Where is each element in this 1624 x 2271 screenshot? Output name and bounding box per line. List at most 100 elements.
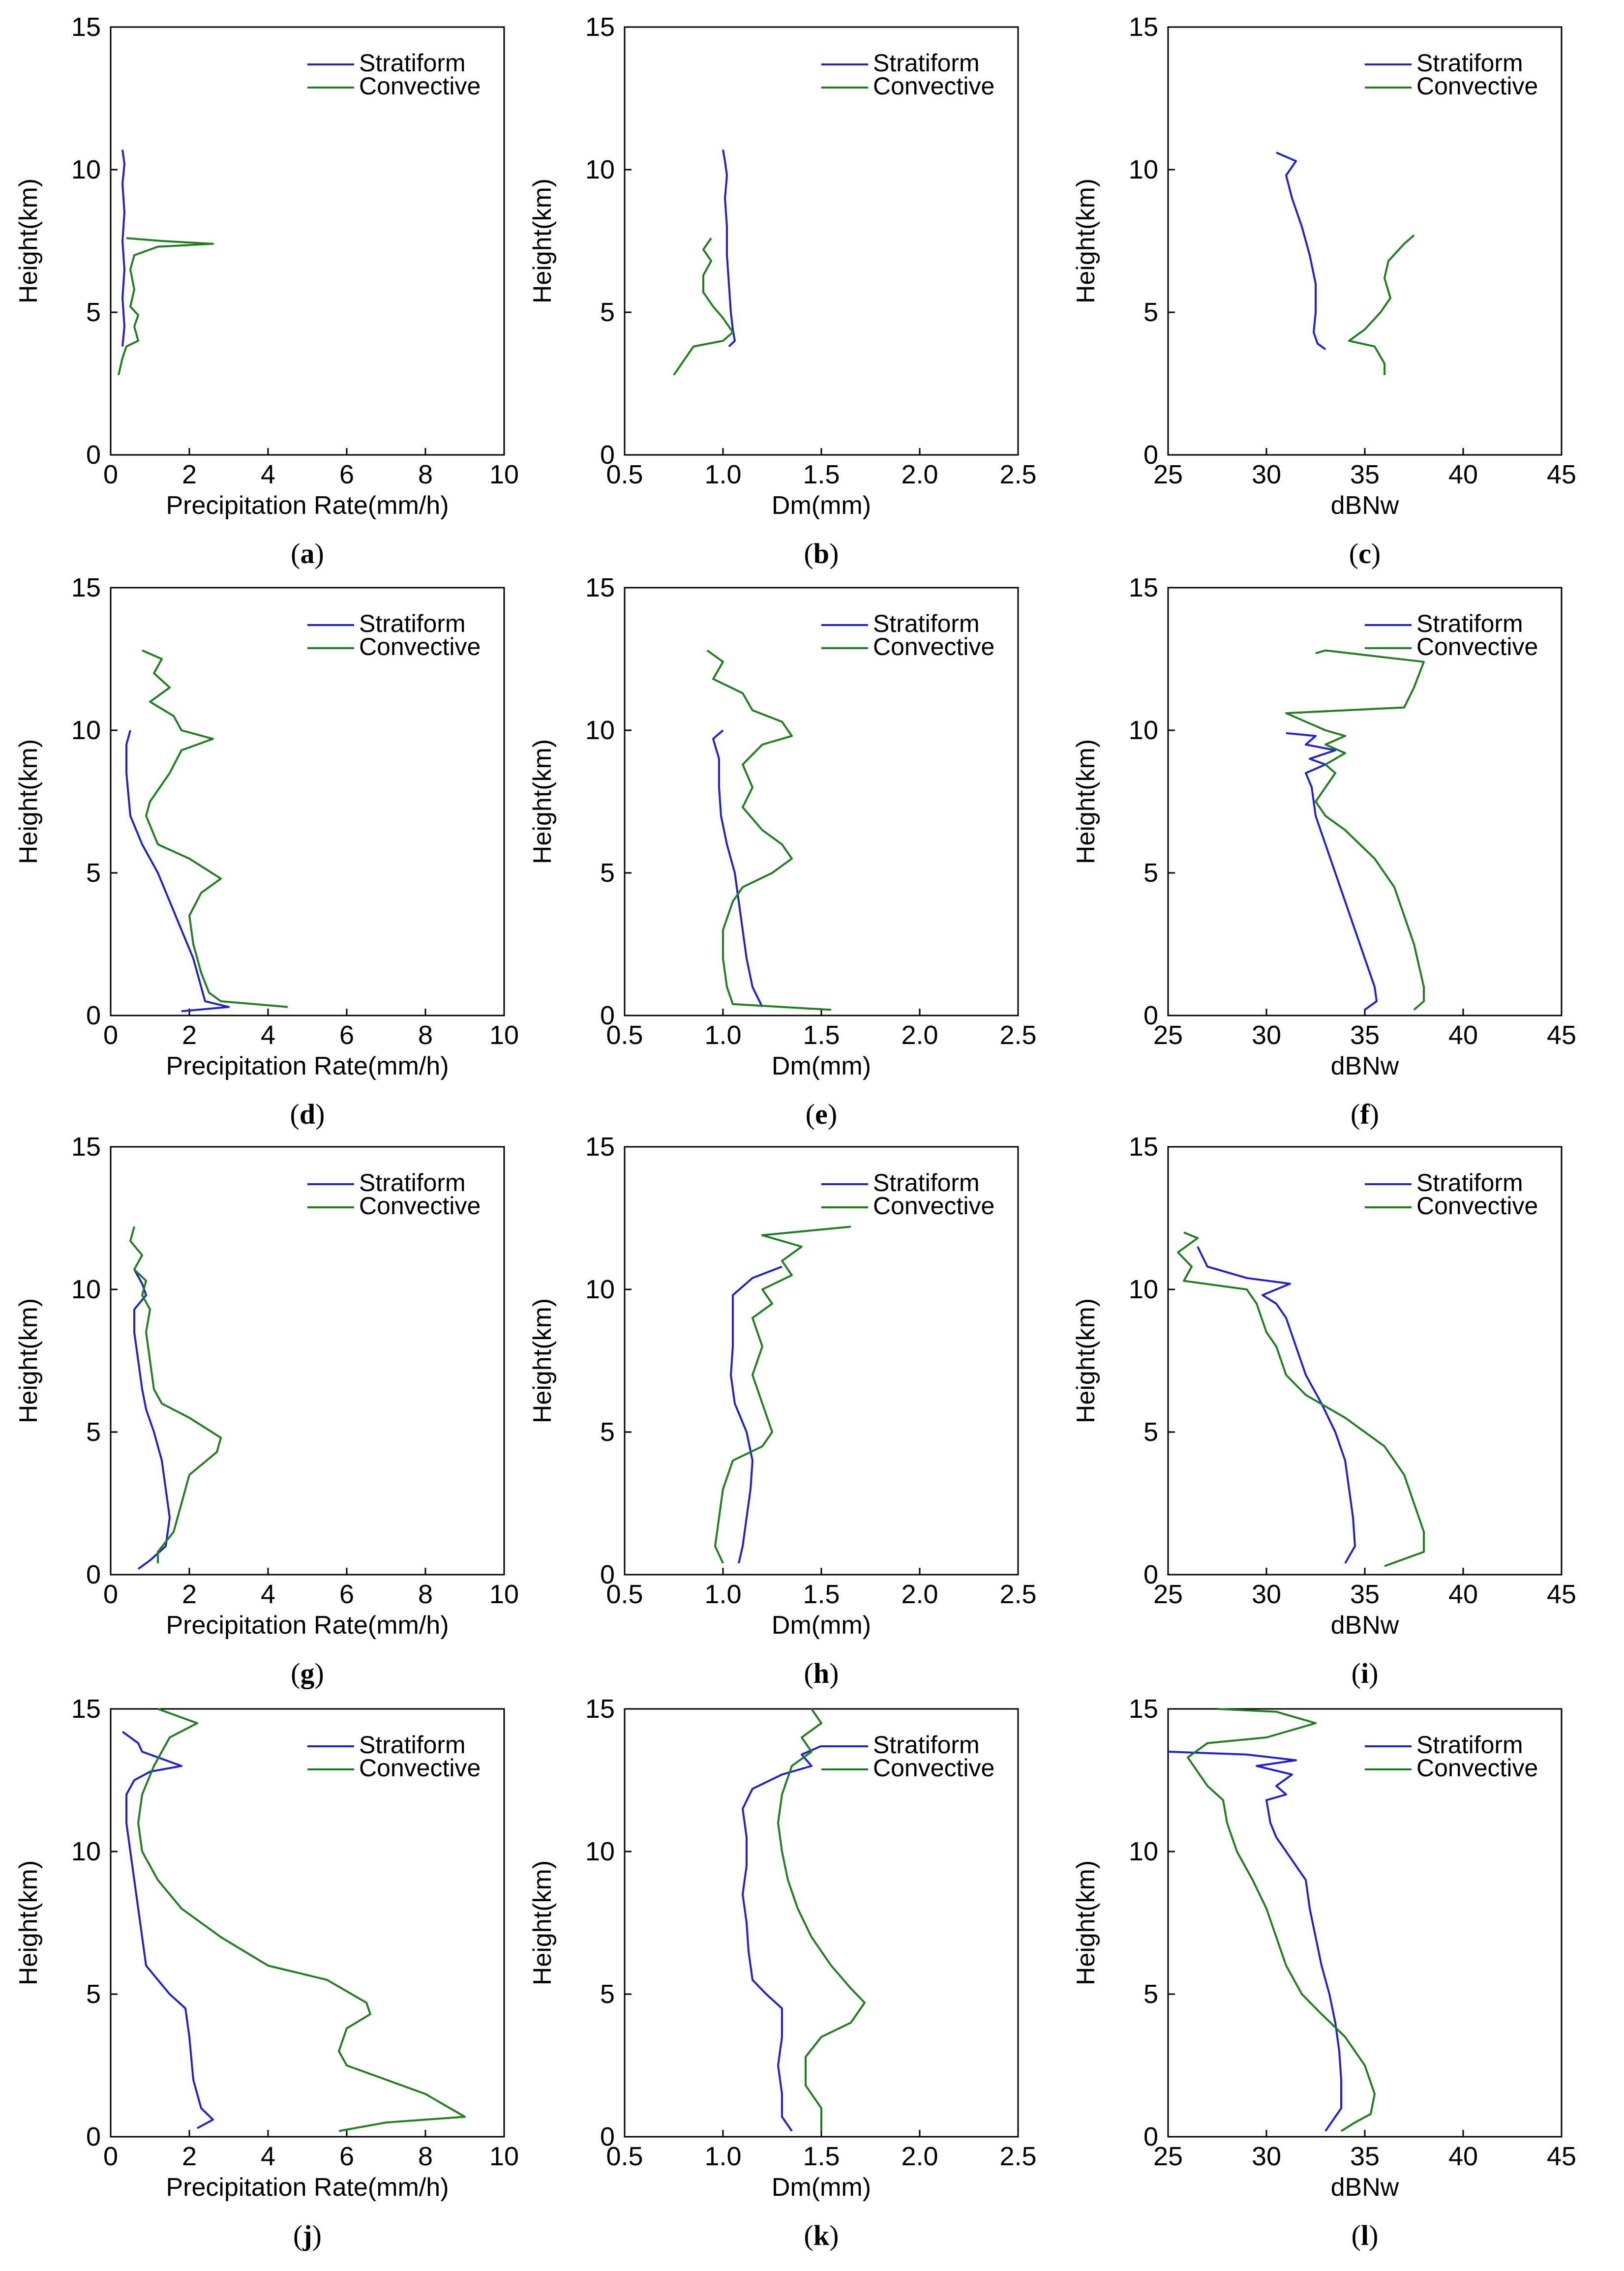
- series-line-convective: [142, 649, 288, 1008]
- plot-frame: [110, 587, 505, 1016]
- panel-caption: (h): [804, 1657, 839, 1689]
- panel-letter: c: [1358, 538, 1371, 569]
- panel-caption: (c): [1349, 538, 1381, 569]
- x-tick-label: 4: [261, 2142, 275, 2171]
- x-tick-label: 25: [1153, 2142, 1183, 2171]
- y-tick-label: 15: [1129, 12, 1158, 42]
- x-tick-label: 8: [418, 1020, 433, 1050]
- x-tick-label: 35: [1350, 1580, 1380, 1609]
- x-tick-label: 8: [418, 2142, 433, 2171]
- panel-letter: e: [815, 1098, 828, 1130]
- panel-caption: (a): [291, 538, 324, 569]
- series-line-convective: [714, 1225, 851, 1564]
- y-axis-label: Height(km): [14, 179, 43, 303]
- panel-f: 25 30 35 40 45 0 5 10 15 dBNw Height(km) Stratiform…: [1072, 573, 1576, 1130]
- legend-label-stratiform: Stratiform: [1416, 610, 1523, 637]
- panel-letter: k: [813, 2219, 830, 2251]
- series-line-convective: [129, 1226, 222, 1563]
- x-tick-label: 1.0: [704, 2142, 741, 2171]
- y-tick-label: 10: [585, 155, 615, 184]
- panel-letter: b: [813, 538, 829, 569]
- y-axis-label: Height(km): [528, 1298, 557, 1423]
- x-tick-label: 30: [1252, 1580, 1281, 1609]
- y-tick-label: 0: [600, 2122, 615, 2151]
- panel-g: 0 2 4 6 8 10 0 5 10 15 Precipitation Rate(mm/h) Hei…: [14, 1132, 519, 1689]
- x-tick-label: 1.5: [803, 2142, 840, 2171]
- x-tick-label: 1.5: [803, 1020, 840, 1050]
- y-tick-label: 15: [71, 573, 101, 602]
- panel-letter: j: [302, 2219, 312, 2251]
- y-tick-label: 15: [71, 1694, 101, 1724]
- panel-caption: (g): [291, 1657, 324, 1689]
- x-tick-label: 0: [103, 1020, 118, 1050]
- x-tick-label: 1.5: [803, 460, 840, 489]
- x-tick-label: 2.0: [901, 1020, 938, 1050]
- series-line-stratiform: [125, 730, 230, 1013]
- x-tick-label: 30: [1252, 460, 1281, 489]
- x-tick-label: 1.0: [704, 460, 741, 489]
- x-axis-label: dBNw: [1331, 491, 1399, 520]
- panel-letter: f: [1360, 1098, 1370, 1130]
- y-tick-label: 5: [86, 1417, 101, 1447]
- panel-c: 25 30 35 40 45 0 5 10 15 dBNw Height(km) Stratiform…: [1072, 12, 1576, 569]
- y-tick-label: 5: [1143, 298, 1158, 327]
- panel-b: 0.5 1.0 1.5 2.0 2.5 0 5 10 15 Dm(mm) Height(km) Str…: [528, 12, 1037, 569]
- panel-l: 25 30 35 40 45 0 5 10 15 dBNw Height(km) Stratiform…: [1072, 1694, 1576, 2251]
- legend-label-stratiform: Stratiform: [873, 610, 980, 637]
- x-tick-label: 2.5: [999, 1020, 1036, 1050]
- x-tick-label: 4: [261, 1020, 275, 1050]
- y-tick-label: 10: [1129, 155, 1158, 184]
- x-tick-label: 0: [103, 460, 118, 489]
- y-tick-label: 5: [600, 1417, 615, 1447]
- panel-i: 25 30 35 40 45 0 5 10 15 dBNw Height(km) Stratiform…: [1072, 1132, 1576, 1689]
- y-axis-label: Height(km): [1072, 1860, 1100, 1985]
- x-tick-label: 1.0: [704, 1020, 741, 1050]
- plot-frame: [110, 26, 505, 456]
- y-tick-label: 0: [600, 1001, 615, 1030]
- x-axis-label: Precipitation Rate(mm/h): [166, 1052, 449, 1080]
- y-tick-label: 15: [585, 12, 615, 42]
- panel-caption: (l): [1352, 2219, 1379, 2251]
- x-tick-label: 1.0: [704, 1580, 741, 1609]
- x-tick-label: 0: [103, 2142, 118, 2171]
- x-tick-label: 0.5: [606, 1580, 643, 1609]
- y-tick-label: 10: [71, 1275, 101, 1304]
- x-tick-label: 10: [489, 1020, 519, 1050]
- y-tick-label: 0: [86, 2122, 101, 2151]
- x-tick-label: 2.5: [999, 460, 1036, 489]
- x-tick-label: 8: [418, 460, 433, 489]
- panel-letter: h: [813, 1657, 829, 1689]
- y-tick-label: 0: [86, 1560, 101, 1589]
- x-tick-label: 4: [261, 460, 275, 489]
- y-tick-label: 5: [86, 858, 101, 888]
- x-tick-label: 25: [1153, 460, 1183, 489]
- plot-frame: [110, 1708, 505, 2138]
- y-tick-label: 5: [86, 1979, 101, 2009]
- y-axis-label: Height(km): [528, 739, 557, 864]
- y-tick-label: 15: [585, 1694, 615, 1724]
- series-line-stratiform: [1168, 1751, 1342, 2132]
- series-line-stratiform: [1286, 732, 1378, 1011]
- x-axis-label: Precipitation Rate(mm/h): [166, 1611, 449, 1640]
- x-tick-label: 1.5: [803, 1580, 840, 1609]
- x-tick-label: 0: [103, 1580, 118, 1609]
- y-tick-label: 10: [1129, 1275, 1158, 1304]
- y-tick-label: 5: [1143, 1417, 1158, 1447]
- x-tick-label: 10: [489, 1580, 519, 1609]
- y-tick-label: 15: [71, 12, 101, 42]
- x-axis-label: dBNw: [1331, 2173, 1399, 2202]
- series-line-stratiform: [1197, 1246, 1356, 1564]
- y-axis-label: Height(km): [1072, 1298, 1100, 1423]
- y-tick-label: 5: [600, 858, 615, 888]
- y-axis-label: Height(km): [14, 1860, 43, 1985]
- x-tick-label: 2.0: [901, 2142, 938, 2171]
- x-tick-label: 2: [182, 1020, 197, 1050]
- x-tick-label: 35: [1350, 1020, 1380, 1050]
- x-tick-label: 30: [1252, 1020, 1281, 1050]
- y-tick-label: 0: [600, 1560, 615, 1589]
- x-tick-label: 35: [1350, 2142, 1380, 2171]
- y-tick-label: 0: [1143, 1560, 1158, 1589]
- panel-caption: (j): [293, 2219, 322, 2251]
- legend-label-convective: Convective: [1416, 1754, 1538, 1782]
- x-tick-label: 40: [1448, 1020, 1478, 1050]
